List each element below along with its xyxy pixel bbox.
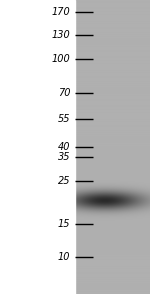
- Text: 10: 10: [58, 252, 70, 262]
- Bar: [0, 0, 75, 294]
- Text: 55: 55: [58, 114, 70, 124]
- Text: 40: 40: [58, 142, 70, 152]
- Text: 170: 170: [52, 7, 70, 17]
- Text: 130: 130: [52, 30, 70, 40]
- Text: 70: 70: [58, 88, 70, 98]
- Bar: [0, 0, 75, 294]
- Text: 100: 100: [52, 54, 70, 64]
- Text: 35: 35: [58, 152, 70, 162]
- Text: 15: 15: [58, 219, 70, 229]
- Bar: [75, 0, 150, 294]
- Text: 25: 25: [58, 176, 70, 186]
